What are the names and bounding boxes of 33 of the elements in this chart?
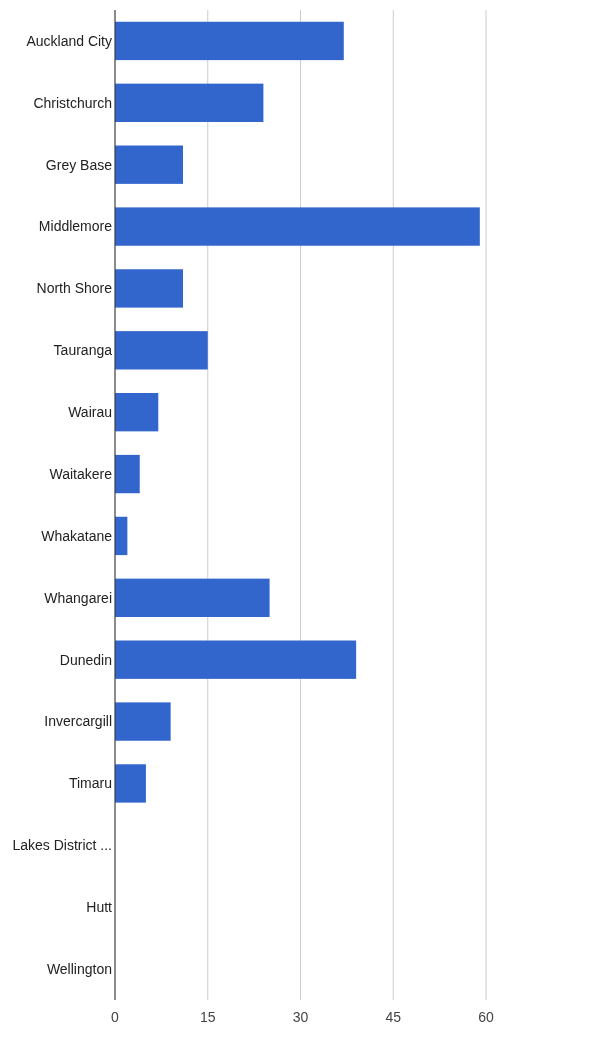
y-tick-label: Waitakere xyxy=(49,465,113,482)
y-tick-label: Whangarei xyxy=(44,589,112,606)
y-tick-label: Auckland City xyxy=(26,32,112,49)
y-tick-label: Hutt xyxy=(86,899,113,916)
y-tick-label: Wairau xyxy=(68,404,112,421)
bar xyxy=(115,207,480,246)
bar xyxy=(115,393,159,432)
bar xyxy=(115,269,184,308)
x-tick-label: 15 xyxy=(199,1009,216,1025)
y-tick-label: Whakatane xyxy=(41,527,113,544)
x-tick-label: 45 xyxy=(385,1009,402,1025)
bar xyxy=(115,21,344,61)
y-tick-label: Wellington xyxy=(46,960,112,977)
bar xyxy=(115,640,357,679)
y-tick-label: Lakes District ... xyxy=(12,837,112,854)
x-tick-label: 0 xyxy=(111,1009,120,1025)
bar xyxy=(115,454,140,494)
bar xyxy=(115,702,171,741)
bar xyxy=(115,578,270,617)
y-tick-label: Timaru xyxy=(68,775,112,792)
bar xyxy=(115,331,208,370)
x-tick-label: 60 xyxy=(478,1009,494,1025)
x-tick-label: 30 xyxy=(292,1009,309,1025)
y-tick-label: Middlemore xyxy=(38,218,113,235)
bar xyxy=(115,145,184,184)
bar xyxy=(115,764,146,803)
y-tick-label: Christchurch xyxy=(33,94,112,111)
y-tick-label: Tauranga xyxy=(53,342,113,359)
bar xyxy=(115,83,264,122)
y-tick-label: North Shore xyxy=(36,280,113,297)
y-tick-label: Dunedin xyxy=(59,651,112,668)
y-tick-label: Grey Base xyxy=(45,156,113,173)
y-tick-label: Invercargill xyxy=(44,713,112,730)
